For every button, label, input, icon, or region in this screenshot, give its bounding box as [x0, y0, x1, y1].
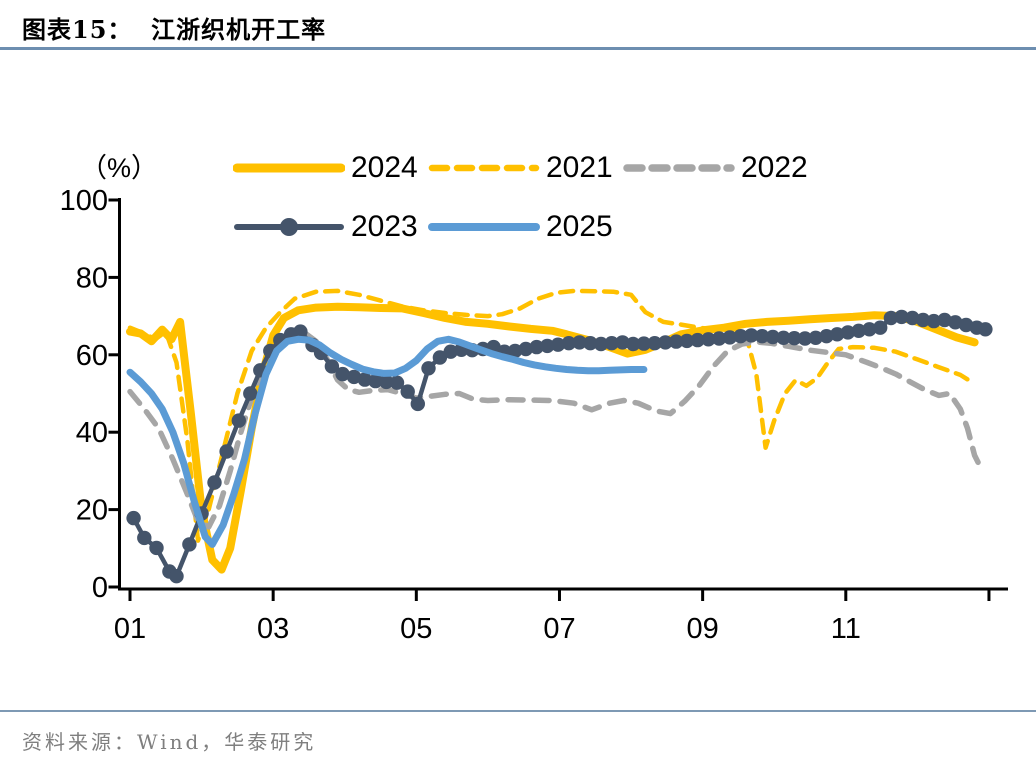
series-marker-2023: [776, 330, 791, 345]
series-marker-2023: [507, 343, 523, 359]
y-axis-unit-label: （%）: [80, 153, 159, 183]
series-marker-2023: [787, 331, 802, 346]
series-marker-2023: [207, 475, 222, 490]
series-marker-2023: [978, 322, 993, 337]
y-tick-label: 60: [76, 340, 108, 372]
series-marker-2023: [137, 530, 152, 546]
x-tick-label: 11: [831, 613, 861, 645]
y-tick-label: 80: [76, 262, 108, 294]
x-tick-label: 07: [543, 613, 575, 645]
series-marker-2023: [243, 386, 258, 401]
series-marker-2023: [357, 372, 372, 387]
series-marker-2023: [368, 373, 383, 389]
series-marker-2023: [808, 330, 823, 345]
series-line-2022: [127, 327, 984, 530]
series-marker-2023: [873, 320, 888, 335]
series-marker-2023: [722, 330, 737, 345]
source-note: 资料来源：Wind，华泰研究: [22, 730, 317, 754]
series-marker-2023: [626, 336, 641, 352]
series-marker-2023: [883, 310, 899, 326]
series-marker-2023: [733, 329, 748, 344]
series-marker-2023: [830, 327, 845, 342]
series-line-2024: [126, 302, 979, 574]
series-marker-2023: [905, 310, 920, 326]
series-marker-2023: [324, 359, 340, 374]
series-marker-2023: [926, 313, 941, 329]
series-marker-2023: [915, 312, 931, 328]
series-marker-2023: [149, 540, 164, 556]
series-marker-2023: [744, 328, 759, 343]
series-marker-2023: [529, 339, 544, 355]
footer-rule: [0, 710, 1036, 712]
series-marker-2023: [182, 537, 197, 552]
series-marker-2023: [379, 374, 394, 390]
y-tick-label: 20: [76, 495, 108, 527]
series-line-2025: [126, 335, 648, 548]
series-marker-2023: [851, 323, 866, 338]
figure-title: 图表15： 江浙织机开工率: [22, 15, 327, 44]
series-marker-2023: [572, 335, 587, 350]
series-marker-2023: [797, 331, 813, 346]
series-marker-2023: [894, 309, 909, 325]
series-marker-2023: [604, 336, 619, 351]
series-line-2023: [131, 314, 988, 579]
series-marker-2023: [765, 329, 780, 345]
series-marker-2023: [840, 325, 856, 340]
y-tick-label: 40: [76, 417, 108, 449]
series-marker-2023: [615, 335, 630, 350]
series-marker-2023: [346, 369, 362, 385]
series-marker-2023: [421, 361, 436, 376]
series-marker-2023: [400, 384, 415, 399]
series-marker-2023: [593, 336, 609, 352]
series-marker-2023: [819, 329, 834, 344]
series-marker-2023: [701, 332, 716, 347]
y-tick-label: 0: [92, 572, 108, 604]
series-marker-2023: [937, 312, 952, 328]
series-marker-2023: [432, 350, 448, 365]
series-marker-2023: [647, 336, 662, 351]
series-marker-2023: [443, 344, 458, 359]
series-marker-2023: [711, 331, 727, 346]
series-marker-2023: [561, 336, 576, 351]
x-tick-label: 01: [114, 613, 146, 645]
series-marker-2023: [518, 341, 533, 357]
series-marker-2023: [636, 336, 652, 351]
series-marker-2023: [335, 366, 350, 382]
series-marker-2023: [754, 329, 770, 344]
title-rule: [0, 47, 1036, 50]
series-marker-2023: [126, 510, 141, 526]
series-marker-2023: [231, 413, 246, 428]
series-marker-2023: [658, 335, 673, 350]
x-tick-label: 05: [400, 613, 432, 645]
series-marker-2023: [550, 337, 566, 352]
series-marker-2023: [293, 324, 308, 339]
series-marker-2023: [219, 444, 234, 459]
series-marker-2023: [669, 334, 684, 349]
series-marker-2023: [583, 336, 598, 351]
series-marker-2023: [948, 315, 963, 330]
x-tick-label: 03: [257, 613, 289, 645]
series-marker-2023: [389, 375, 405, 390]
series-marker-2023: [679, 333, 695, 349]
series-marker-2023: [540, 338, 555, 354]
x-tick-label: 09: [687, 613, 719, 645]
series-marker-2023: [690, 332, 705, 348]
series-line-2021: [127, 288, 977, 543]
y-tick-label: 100: [60, 185, 108, 217]
series-marker-2023: [862, 322, 877, 337]
series-marker-2023: [169, 569, 184, 584]
series-marker-2023: [410, 396, 425, 412]
